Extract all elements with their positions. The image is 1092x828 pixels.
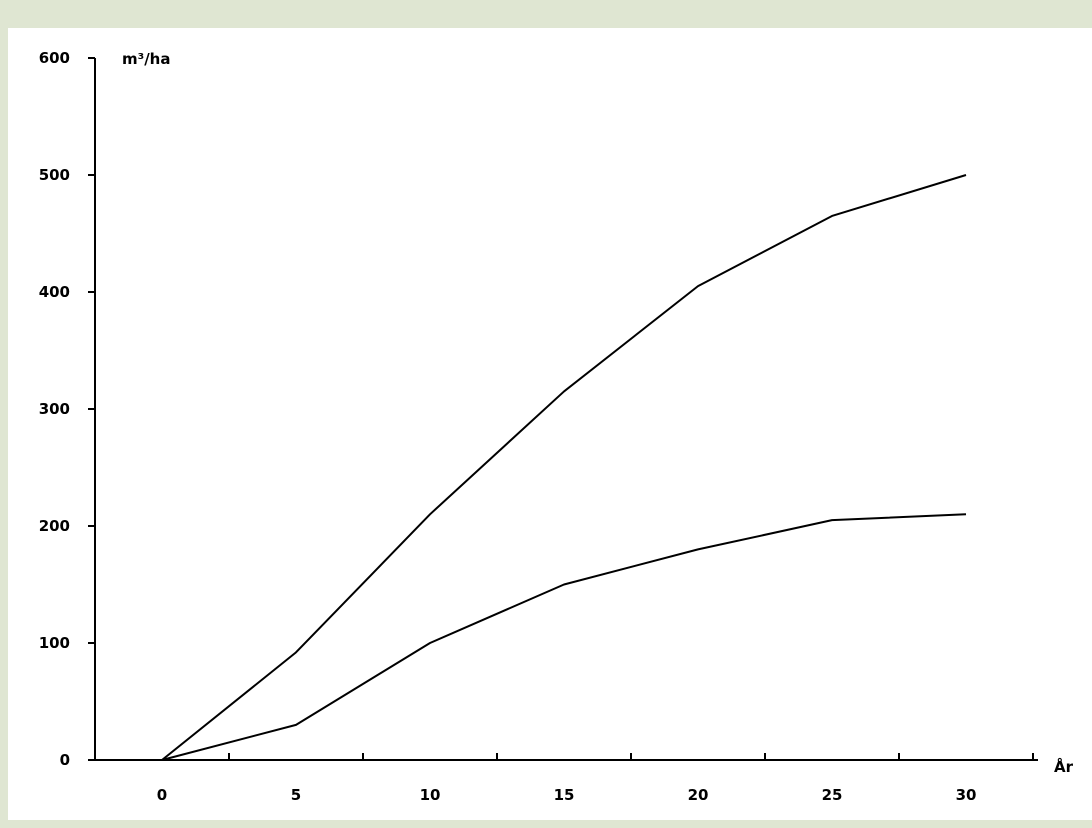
- y-tick-label: 500: [39, 166, 70, 184]
- y-axis-unit-label: m³/ha: [122, 50, 170, 68]
- x-tick-label: 10: [420, 786, 441, 804]
- x-axis-unit-label: År: [1054, 757, 1074, 776]
- series-line-1: [161, 174, 967, 761]
- x-tick-label: 30: [956, 786, 977, 804]
- chart-panel: 0 100 200 300 400 500 600 0 5 10 15 20 25 30 m³/ha Å…: [8, 28, 1092, 820]
- y-tick-label: 100: [39, 634, 70, 652]
- y-tick-label: 400: [39, 283, 70, 301]
- y-tick-label: 600: [39, 49, 70, 67]
- series-line-2: [161, 513, 967, 761]
- line-chart: 0 100 200 300 400 500 600 0 5 10 15 20 25 30 m³/ha Å…: [39, 49, 1074, 804]
- series-lines: [161, 174, 967, 761]
- x-tick-label: 15: [554, 786, 575, 804]
- x-tick-label: 20: [688, 786, 709, 804]
- axes: [94, 58, 1038, 761]
- x-tick-label: 0: [157, 786, 167, 804]
- y-tick-label: 0: [60, 751, 70, 769]
- y-tick-label: 300: [39, 400, 70, 418]
- x-tick-label: 25: [822, 786, 843, 804]
- y-tick-label: 200: [39, 517, 70, 535]
- x-ticks: 0 5 10 15 20 25 30: [157, 753, 1034, 804]
- x-tick-label: 5: [291, 786, 301, 804]
- y-ticks: 0 100 200 300 400 500 600: [39, 49, 95, 769]
